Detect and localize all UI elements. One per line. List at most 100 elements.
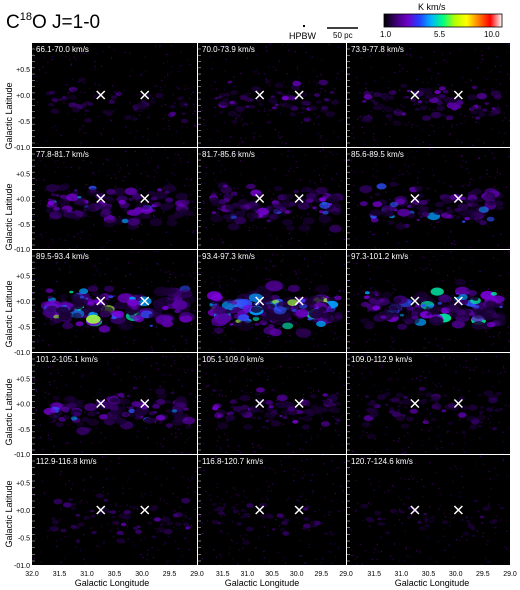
noise-pixel	[357, 118, 359, 120]
noise-pixel	[278, 61, 281, 63]
noise-pixel	[429, 143, 431, 145]
noise-pixel	[285, 355, 287, 357]
noise-pixel	[94, 66, 96, 68]
noise-pixel	[495, 356, 497, 358]
noise-pixel	[90, 371, 92, 374]
noise-pixel	[205, 296, 207, 298]
noise-pixel	[276, 399, 278, 401]
emission-clump	[492, 427, 498, 431]
emission-clump	[321, 421, 331, 427]
noise-pixel	[482, 58, 484, 60]
noise-pixel	[377, 455, 379, 457]
noise-pixel	[82, 260, 84, 262]
emission-clump	[486, 321, 496, 328]
noise-pixel	[457, 355, 459, 357]
noise-pixel	[368, 236, 370, 238]
noise-pixel	[425, 516, 427, 518]
noise-pixel	[328, 514, 330, 516]
emission-clump	[397, 405, 401, 408]
noise-pixel	[335, 556, 337, 558]
noise-pixel	[44, 323, 46, 325]
noise-pixel	[320, 275, 322, 277]
noise-pixel	[289, 367, 291, 369]
noise-pixel	[306, 336, 308, 339]
emission-clump	[263, 326, 277, 335]
noise-pixel	[399, 170, 401, 172]
noise-pixel	[168, 536, 170, 538]
noise-pixel	[231, 152, 233, 154]
noise-pixel	[419, 519, 421, 521]
noise-pixel	[296, 166, 298, 168]
noise-pixel	[451, 351, 453, 352]
emission-map	[347, 43, 510, 147]
emission-clump	[249, 104, 256, 109]
noise-pixel	[290, 237, 292, 239]
emission-clump	[77, 522, 85, 527]
noise-pixel	[502, 458, 504, 460]
noise-pixel	[237, 188, 239, 190]
emission-clump	[490, 291, 497, 296]
noise-pixel	[157, 368, 159, 370]
noise-pixel	[285, 289, 287, 291]
noise-pixel	[301, 190, 303, 192]
noise-pixel	[310, 387, 312, 389]
xlabel-col-1: Galactic Longitude	[75, 578, 150, 588]
noise-pixel	[223, 122, 225, 124]
noise-pixel	[139, 376, 141, 378]
noise-pixel	[242, 195, 244, 197]
noise-pixel	[48, 393, 50, 395]
emission-clump	[116, 90, 123, 95]
noise-pixel	[372, 136, 374, 138]
emission-clump	[391, 397, 400, 403]
noise-pixel	[124, 176, 126, 178]
y-tick-label: +0.5	[16, 274, 30, 281]
noise-pixel	[467, 185, 470, 187]
noise-pixel	[308, 543, 310, 545]
noise-pixel	[202, 162, 204, 164]
emission-clump	[303, 296, 308, 299]
noise-pixel	[326, 473, 329, 475]
emission-clump	[397, 323, 408, 330]
noise-pixel	[236, 493, 238, 495]
noise-pixel	[434, 445, 436, 447]
panel-background	[32, 455, 197, 565]
noise-pixel	[177, 496, 179, 499]
emission-clump	[63, 395, 76, 404]
noise-pixel	[119, 167, 122, 169]
noise-pixel	[398, 323, 400, 325]
emission-clump	[363, 295, 370, 300]
noise-pixel	[508, 427, 510, 430]
noise-pixel	[40, 551, 42, 553]
noise-pixel	[264, 347, 266, 349]
emission-clump	[397, 208, 411, 217]
emission-clump	[328, 308, 335, 313]
noise-pixel	[206, 167, 208, 169]
noise-pixel	[397, 440, 399, 442]
emission-clump	[244, 533, 248, 536]
noise-pixel	[211, 276, 213, 279]
noise-pixel	[449, 356, 451, 359]
source-cross-marker	[255, 505, 265, 515]
emission-clump	[305, 301, 310, 304]
emission-map	[33, 354, 197, 454]
noise-pixel	[172, 492, 174, 495]
source-cross-marker	[255, 193, 265, 204]
noise-pixel	[373, 339, 375, 341]
noise-pixel	[83, 373, 85, 376]
noise-pixel	[455, 431, 458, 434]
noise-pixel	[83, 211, 85, 213]
noise-pixel	[41, 236, 43, 238]
noise-pixel	[212, 332, 214, 334]
noise-pixel	[465, 168, 467, 170]
noise-pixel	[92, 336, 94, 338]
emission-clump	[211, 211, 217, 215]
noise-pixel	[361, 398, 363, 400]
noise-pixel	[32, 293, 34, 295]
emission-clump	[375, 293, 379, 296]
noise-pixel	[405, 124, 407, 126]
emission-clump	[152, 298, 168, 309]
noise-pixel	[164, 149, 166, 151]
noise-pixel	[147, 233, 149, 235]
noise-pixel	[280, 464, 283, 466]
source-cross-marker	[294, 296, 304, 306]
